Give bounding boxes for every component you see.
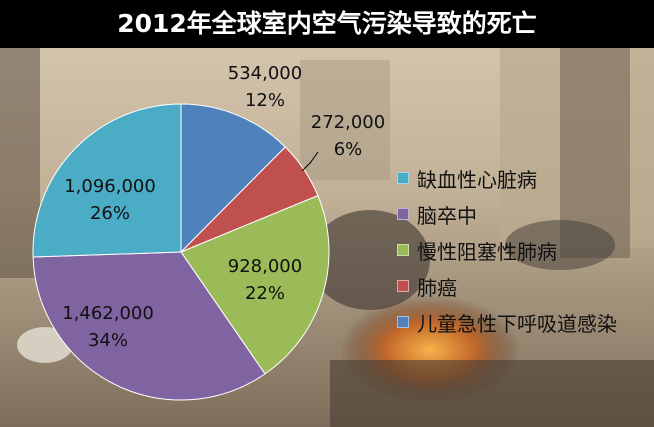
legend-item: 慢性阻塞性肺病 [397,232,617,268]
legend-label: 肺癌 [417,275,457,300]
legend-swatch [397,208,409,220]
data-label-value-4: 1,462,000 [62,303,154,324]
legend-swatch [397,316,409,328]
leader-line-2 [301,151,319,172]
data-label-value-5: 1,096,000 [64,176,156,197]
legend-label: 缺血性心脏病 [417,167,537,192]
title-bar [0,0,654,48]
data-label-percent-2: 6% [334,139,363,160]
pie-slice-5 [32,103,182,258]
legend: 缺血性心脏病 脑卒中慢性阻塞性肺病 肺癌儿童急性下呼吸道感染 [397,160,617,340]
chart-title: 2012年全球室内空气污染导致的死亡 [117,9,537,38]
legend-label: 儿童急性下呼吸道感染 [417,311,617,336]
legend-label: 脑卒中 [417,203,477,228]
data-label-value-1: 534,000 [228,63,302,84]
legend-swatch [397,172,409,184]
data-label-percent-5: 26% [90,203,130,224]
pie-slice-1 [180,103,286,254]
legend-label: 慢性阻塞性肺病 [417,239,557,264]
pie-slice-3 [180,194,330,375]
pie-slice-4 [32,251,266,401]
data-label-percent-4: 34% [88,330,128,351]
legend-swatch [397,280,409,292]
data-label-percent-1: 12% [245,90,285,111]
data-label-value-3: 928,000 [228,256,302,277]
legend-item: 儿童急性下呼吸道感染 [397,304,617,340]
legend-swatch [397,244,409,256]
data-label-percent-3: 22% [245,283,285,304]
legend-item: 缺血性心脏病 [397,160,617,196]
legend-item: 脑卒中 [397,196,617,232]
legend-item: 肺癌 [397,268,617,304]
data-label-value-2: 272,000 [311,112,385,133]
